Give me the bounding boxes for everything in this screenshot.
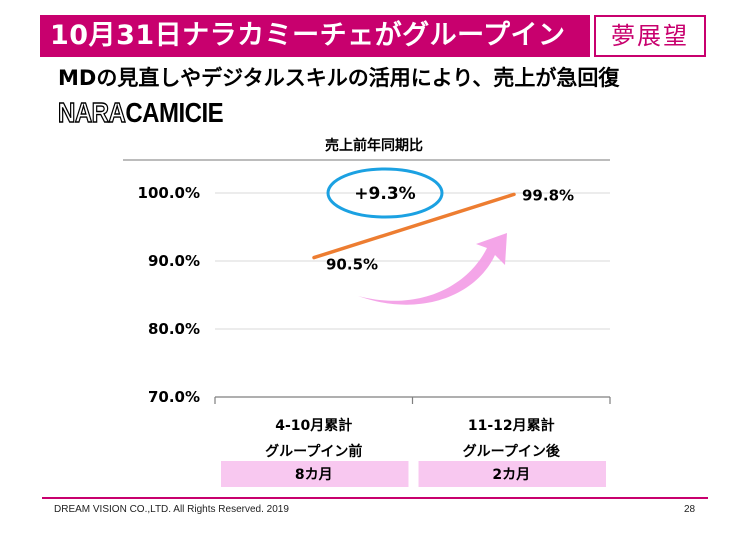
chart-title: 売上前年同期比	[325, 137, 423, 154]
copyright-text: DREAM VISION CO.,LTD. All Rights Reserve…	[54, 504, 289, 515]
page-title: 10月31日ナラカミーチェがグループイン	[50, 20, 566, 51]
growth-annotation: +9.3%	[354, 184, 415, 204]
nara-camicie-logo: NARACAMICIE	[57, 97, 224, 132]
period-label: 2カ月	[492, 467, 530, 483]
category-label: 11-12月累計	[468, 417, 555, 434]
series-line	[312, 192, 516, 260]
callout-ellipse	[326, 167, 444, 219]
y-tick-label: 70.0%	[148, 388, 200, 406]
period-band	[418, 461, 606, 487]
title-bar	[40, 15, 590, 57]
category-sublabel: グループイン後	[463, 443, 561, 460]
brand-box	[594, 15, 706, 57]
subtitle: MDの見直しやデジタルスキルの活用により、売上が急回復	[58, 66, 620, 90]
logo-outline-text: NARA	[57, 97, 126, 129]
footer-divider	[42, 497, 708, 499]
category-label: 4-10月累計	[275, 417, 352, 434]
axes	[214, 396, 611, 404]
y-tick-label: 100.0%	[138, 184, 200, 202]
brand-logo: 夢展望	[611, 22, 689, 50]
grid-lines	[123, 159, 610, 330]
period-label: 8カ月	[295, 467, 333, 483]
page-number: 28	[684, 504, 696, 515]
growth-arrow	[358, 233, 507, 305]
growth-arrow-shape	[358, 233, 507, 305]
y-tick-label: 80.0%	[148, 320, 200, 338]
category-sublabel: グループイン前	[265, 443, 362, 460]
data-label: 90.5%	[326, 256, 378, 274]
logo-solid-text: CAMICIE	[125, 97, 224, 129]
period-band	[221, 461, 409, 487]
period-bands	[221, 461, 606, 487]
y-tick-label: 90.0%	[148, 252, 200, 270]
data-label: 99.8%	[522, 186, 574, 204]
series-segment	[312, 192, 516, 260]
